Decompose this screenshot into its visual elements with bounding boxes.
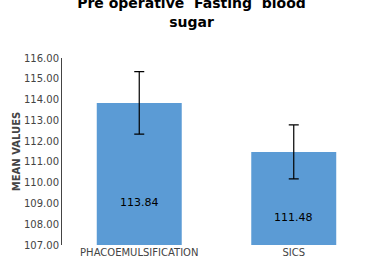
svg-text:SICS: SICS (282, 247, 305, 258)
svg-text:113.84: 113.84 (120, 196, 159, 209)
svg-text:116.00: 116.00 (24, 53, 59, 64)
svg-text:MEAN VALUES: MEAN VALUES (11, 112, 22, 191)
svg-text:115.00: 115.00 (24, 73, 59, 84)
svg-text:113.00: 113.00 (24, 115, 59, 126)
svg-text:Pre operative Fasting bloods: Pre operative Fasting bloodsugar (77, 0, 306, 30)
svg-text:111.00: 111.00 (24, 156, 59, 167)
svg-text:110.00: 110.00 (24, 177, 59, 188)
svg-text:114.00: 114.00 (24, 94, 59, 105)
svg-text:108.00: 108.00 (24, 219, 59, 230)
svg-text:109.00: 109.00 (24, 198, 59, 209)
svg-text:111.48: 111.48 (274, 211, 313, 224)
svg-text:107.00: 107.00 (24, 240, 59, 251)
svg-text:112.00: 112.00 (24, 136, 59, 147)
svg-text:PHACOEMULSIFICATION: PHACOEMULSIFICATION (80, 247, 198, 258)
